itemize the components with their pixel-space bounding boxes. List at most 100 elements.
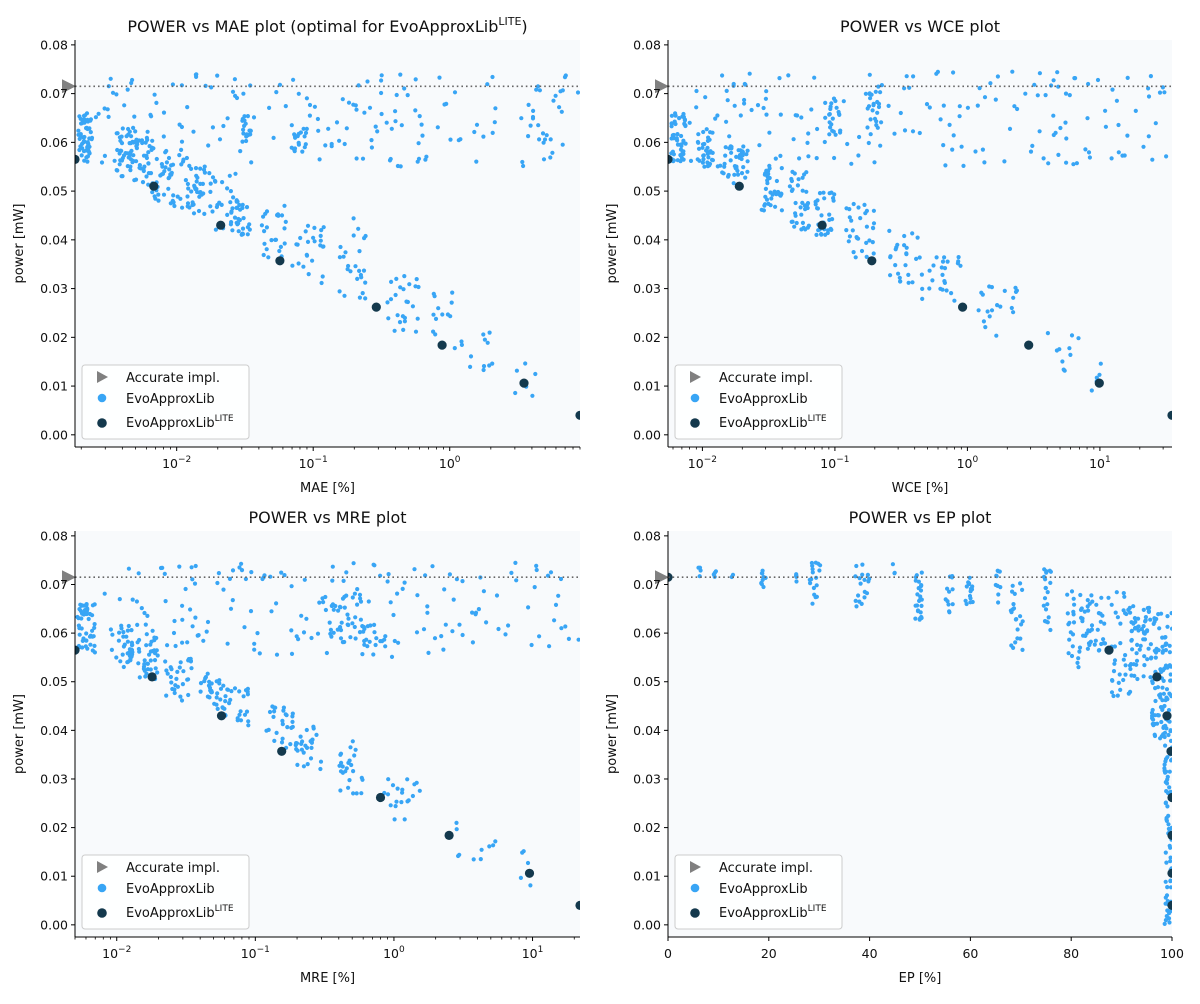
evo-point [198, 689, 203, 694]
evo-point [548, 137, 553, 142]
evo-point [394, 92, 399, 98]
evo-point [172, 618, 177, 624]
evo-point [1163, 723, 1168, 728]
evo-point [490, 74, 495, 80]
evo-point [147, 652, 152, 657]
evo-point [460, 632, 465, 638]
x-tick-label: 10−1 [820, 455, 849, 471]
evo-point [513, 560, 518, 566]
evo-point [124, 634, 129, 639]
evo-point [1102, 641, 1108, 646]
evo-point [186, 692, 191, 698]
evo-point [296, 637, 301, 642]
evo-point [484, 620, 489, 625]
evo-point [249, 570, 254, 575]
evo-point [1157, 626, 1162, 631]
evo-point [739, 171, 745, 176]
evo-point [415, 593, 420, 598]
evo-point [503, 632, 508, 637]
evo-point [844, 228, 849, 233]
evo-point [210, 209, 215, 214]
legend-lite-marker [690, 418, 700, 428]
evo-point [1165, 885, 1170, 890]
evo-point [1141, 144, 1146, 149]
evo-point [1002, 159, 1007, 164]
evo-point [360, 156, 366, 161]
evo-point [762, 172, 768, 177]
evo-point [764, 89, 769, 94]
evo-point [425, 604, 430, 609]
evo-point [822, 196, 827, 201]
evo-point [79, 626, 84, 631]
evo-point [327, 620, 332, 625]
evo-point [272, 705, 277, 710]
evo-point [114, 655, 119, 660]
evo-point [958, 263, 963, 268]
evo-point [321, 600, 326, 605]
evo-point [346, 785, 351, 790]
evo-point [919, 614, 924, 620]
evo-point [304, 727, 309, 733]
evo-point [1168, 728, 1172, 733]
evo-point [553, 602, 559, 608]
evo-point [245, 689, 250, 695]
evo-point [1023, 91, 1028, 96]
evo-point [208, 181, 213, 186]
evo-point [338, 788, 343, 793]
evo-point [88, 117, 93, 122]
evo-point [1146, 646, 1151, 651]
evo-point [1015, 627, 1020, 632]
evo-point [373, 642, 378, 648]
evo-point [299, 613, 304, 618]
evo-point [791, 137, 796, 142]
legend-accurate-marker [690, 861, 701, 873]
evo-point [727, 134, 732, 139]
evo-point [1123, 653, 1128, 658]
evo-point [342, 141, 347, 147]
evo-point [542, 137, 548, 142]
evo-point [1009, 305, 1014, 311]
y-tick-label: 0.08 [633, 528, 661, 543]
evo-point [1141, 607, 1146, 613]
evo-point [832, 155, 837, 161]
legend: Accurate impl.EvoApproxLibEvoApproxLibLI… [674, 854, 843, 930]
evo-point [950, 587, 955, 592]
evo-point [363, 280, 368, 285]
evo-point [548, 570, 554, 575]
evo-point [119, 134, 124, 139]
evo-point [118, 659, 123, 664]
chart-title: POWER vs EP plot [849, 508, 992, 527]
evo-point [295, 762, 300, 768]
evo-point [863, 211, 868, 216]
evo-point [1144, 629, 1150, 634]
evo-point [153, 196, 158, 201]
evo-point [806, 131, 811, 136]
evo-point [1162, 766, 1167, 771]
evo-point [762, 203, 767, 208]
evo-point [289, 725, 294, 731]
evo-point [1028, 149, 1034, 154]
evo-point [398, 72, 403, 77]
evo-point [242, 118, 247, 123]
evo-point [180, 603, 185, 608]
evo-point [1150, 157, 1155, 162]
legend-box [674, 854, 843, 930]
evo-point [1167, 650, 1172, 655]
evo-point [410, 793, 415, 799]
evo-point [1046, 161, 1051, 166]
evo-point [917, 130, 922, 136]
evo-point [351, 102, 356, 107]
evo-point [329, 144, 334, 149]
evo-point [563, 624, 568, 629]
x-tick-label: 10−1 [299, 455, 328, 471]
evo-point [191, 211, 197, 216]
evo-point [326, 126, 331, 131]
x-tick-label: 40 [862, 946, 878, 961]
evo-point [705, 145, 710, 150]
evo-point [995, 74, 1001, 79]
evo-point [1157, 693, 1162, 698]
evo-point [1161, 678, 1166, 684]
evo-point [245, 114, 250, 119]
evo-point [1146, 134, 1151, 139]
evo-point [393, 119, 398, 124]
